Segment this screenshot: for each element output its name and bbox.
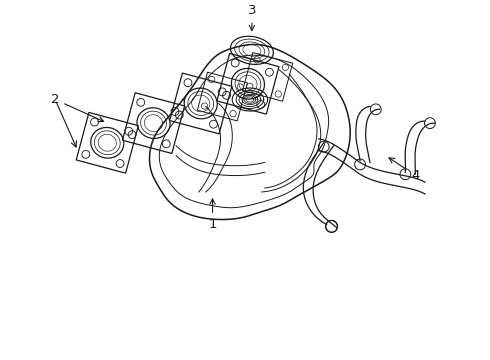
Text: 2: 2 [51,93,103,122]
Circle shape [329,224,334,229]
Text: 3: 3 [247,4,256,31]
Text: 1: 1 [208,199,217,231]
Text: 4: 4 [389,158,419,182]
